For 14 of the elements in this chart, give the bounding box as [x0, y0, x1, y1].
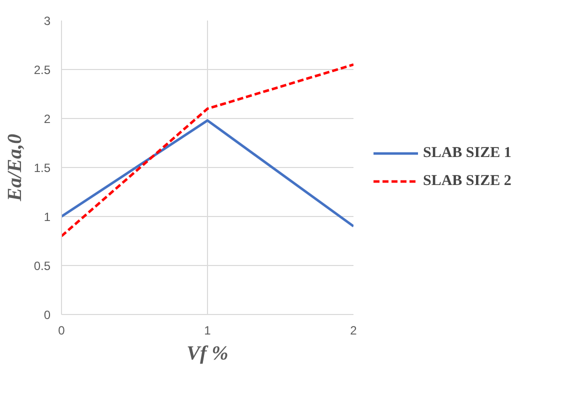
x-axis-title: Vf %: [186, 342, 228, 364]
legend-label: SLAB SIZE 1: [423, 144, 512, 162]
y-tick-label: 2.5: [34, 63, 51, 77]
legend-label: SLAB SIZE 2: [423, 172, 512, 190]
y-tick-label: 1: [44, 210, 51, 224]
x-tick-label: 1: [204, 324, 212, 338]
x-tick-label: 2: [350, 324, 358, 338]
y-tick-label: 2: [44, 112, 51, 126]
x-tick-label: 0: [58, 324, 66, 338]
y-tick-label: 1.5: [34, 161, 51, 175]
y-tick-label: 0.5: [34, 259, 51, 273]
y-tick-label: 3: [44, 14, 51, 28]
y-axis-title: Ea/Ea,0: [4, 134, 26, 202]
y-tick-label: 0: [44, 308, 51, 322]
